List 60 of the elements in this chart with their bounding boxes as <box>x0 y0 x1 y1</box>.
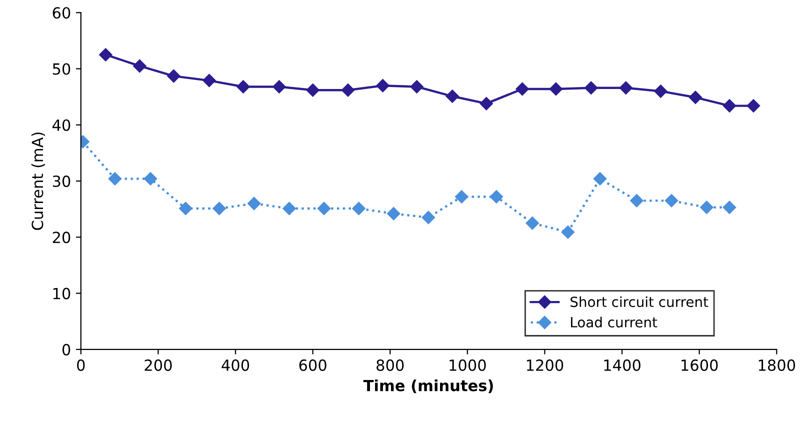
point <box>746 99 760 112</box>
x-tick-label: 1000 <box>450 359 486 371</box>
point <box>341 84 355 97</box>
x-tick-label: 1400 <box>604 359 640 371</box>
point <box>410 80 424 94</box>
point <box>480 96 493 110</box>
point <box>688 90 702 104</box>
point <box>561 226 575 239</box>
point <box>247 196 261 210</box>
point <box>549 82 563 96</box>
point <box>387 207 400 220</box>
point <box>490 190 503 204</box>
y-axis-title: Current (mA) <box>31 132 46 230</box>
x-tick-label: 400 <box>222 359 250 371</box>
point <box>282 202 296 216</box>
point <box>722 200 736 214</box>
point <box>236 80 250 94</box>
point <box>99 48 112 62</box>
x-tick-label: 0 <box>77 359 85 371</box>
point <box>584 81 598 94</box>
y-tick-label: 0 <box>62 344 70 356</box>
y-tick-label: 40 <box>52 119 70 131</box>
point <box>202 74 216 88</box>
point <box>446 90 459 103</box>
point <box>700 200 714 214</box>
y-tick-label: 20 <box>52 232 70 244</box>
legend-label: Short circuit current <box>570 296 708 308</box>
x-tick-label: 1600 <box>682 359 718 371</box>
point <box>630 194 644 208</box>
x-tick-label: 800 <box>376 359 404 371</box>
point <box>133 59 146 73</box>
point <box>455 190 468 204</box>
point <box>179 202 192 216</box>
point <box>664 194 678 208</box>
point <box>422 210 435 224</box>
legend-label: Load current <box>571 316 658 328</box>
x-axis-title: Time (minutes) <box>363 379 493 394</box>
point <box>317 202 331 216</box>
x-tick-label: 1200 <box>526 359 564 371</box>
y-tick-label: 30 <box>52 175 70 188</box>
y-tick-label: 50 <box>52 63 70 75</box>
point <box>526 216 539 230</box>
x-tick-label: 1800 <box>758 359 796 371</box>
point <box>722 99 736 112</box>
x-tick-label: 600 <box>299 359 326 371</box>
y-tick-label: 10 <box>53 288 70 300</box>
point <box>167 69 180 83</box>
point <box>272 80 286 94</box>
x-tick-label: 200 <box>144 359 172 371</box>
y-tick-label: 60 <box>52 7 70 19</box>
point <box>593 172 607 186</box>
point <box>619 81 632 94</box>
point <box>516 82 529 96</box>
point <box>376 79 390 92</box>
point <box>352 202 366 216</box>
point <box>654 84 668 98</box>
point <box>212 202 226 216</box>
point <box>306 84 320 97</box>
point <box>144 172 158 186</box>
point <box>108 172 122 186</box>
